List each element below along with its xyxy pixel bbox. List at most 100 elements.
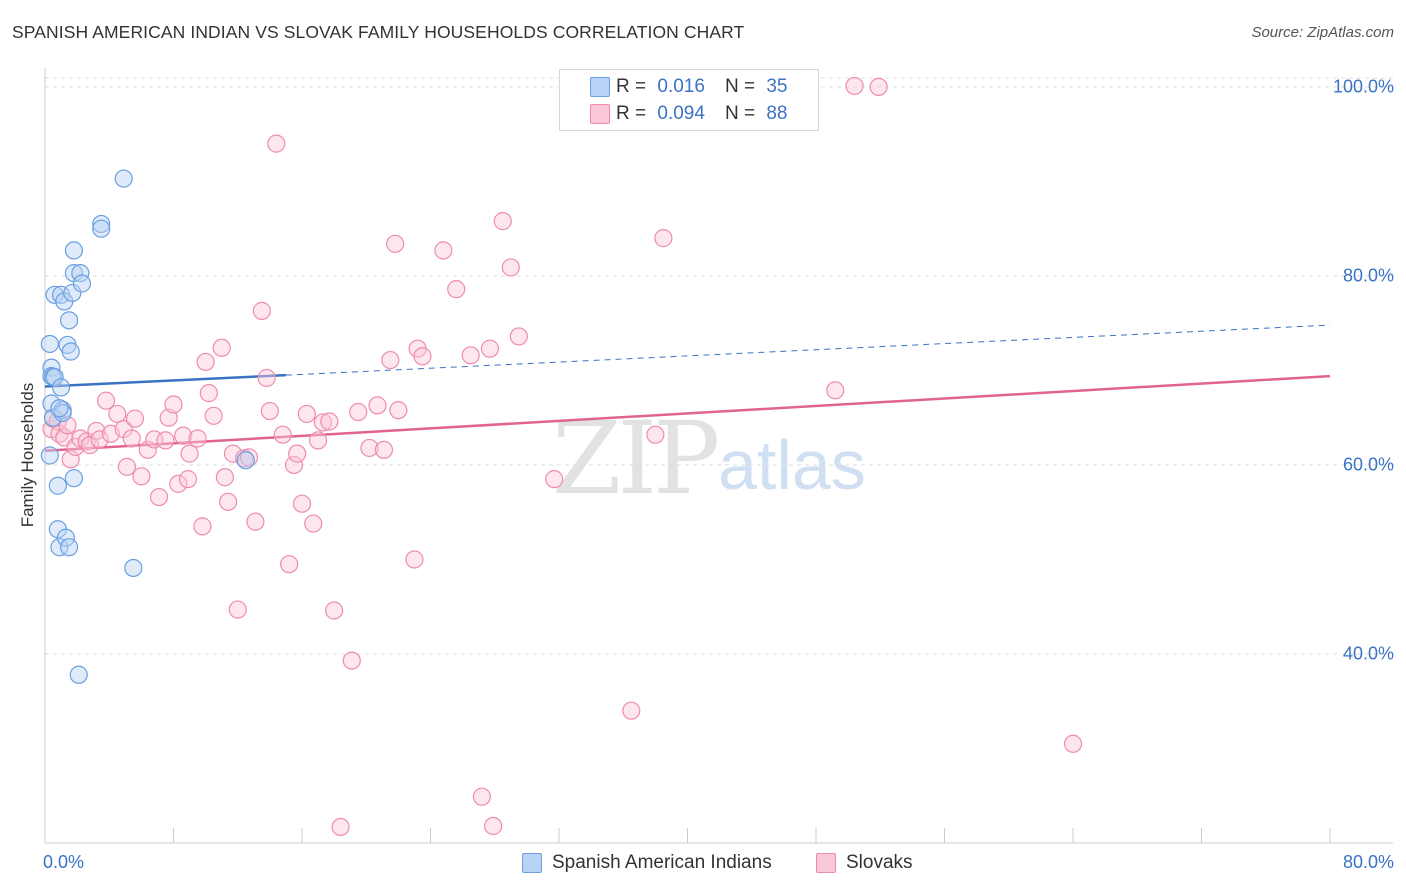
y-axis-label: Family Households bbox=[18, 382, 37, 528]
point-slovak bbox=[313, 413, 332, 432]
point-slovak bbox=[349, 402, 368, 422]
point-slovak bbox=[447, 280, 466, 299]
axes bbox=[44, 68, 1393, 844]
n-value: 88 bbox=[766, 103, 788, 124]
point-slovak bbox=[386, 234, 405, 253]
point-slovak bbox=[374, 440, 394, 459]
point-slovak bbox=[199, 384, 218, 403]
point-slovak bbox=[480, 339, 500, 358]
point-spanish bbox=[45, 285, 64, 304]
x-tick-max: 80.0% bbox=[1342, 852, 1394, 872]
point-slovak bbox=[132, 467, 151, 486]
point-spanish bbox=[45, 367, 64, 387]
point-spanish bbox=[114, 169, 133, 188]
r-label: R = bbox=[616, 103, 647, 124]
n-label: N = bbox=[724, 76, 756, 97]
n-value: 35 bbox=[766, 76, 788, 97]
point-slovak bbox=[501, 258, 520, 277]
point-slovak bbox=[108, 404, 127, 424]
point-spanish bbox=[59, 538, 79, 557]
y-tick-label: 100.0% bbox=[1332, 76, 1394, 97]
point-slovak bbox=[174, 426, 193, 445]
point-slovak bbox=[96, 391, 116, 410]
chart-title: SPANISH AMERICAN INDIAN VS SLOVAK FAMILY… bbox=[12, 22, 745, 42]
r-value: 0.094 bbox=[657, 103, 705, 124]
point-slovak bbox=[125, 409, 145, 428]
point-slovak bbox=[212, 338, 231, 357]
point-spanish bbox=[50, 399, 69, 418]
point-spanish bbox=[48, 476, 67, 495]
point-slovak bbox=[90, 430, 109, 449]
point-slovak bbox=[826, 381, 845, 400]
point-slovak bbox=[325, 601, 344, 620]
point-slovak bbox=[297, 404, 316, 424]
point-slovak bbox=[304, 514, 323, 533]
point-slovak bbox=[360, 438, 379, 458]
y-tick-label: 40.0% bbox=[1342, 643, 1394, 664]
point-slovak bbox=[845, 76, 864, 96]
point-slovak bbox=[509, 327, 528, 346]
point-slovak bbox=[331, 817, 350, 837]
point-slovak bbox=[156, 431, 175, 450]
legend-swatch-blue bbox=[590, 77, 610, 97]
point-slovak bbox=[122, 429, 141, 448]
point-slovak bbox=[66, 437, 85, 457]
point-slovak bbox=[434, 241, 453, 260]
legend-swatch-pink bbox=[816, 853, 836, 873]
legend-item-slovaks[interactable]: Slovaks bbox=[816, 852, 913, 874]
y-tick-label: 60.0% bbox=[1342, 454, 1394, 475]
point-slovak bbox=[138, 440, 157, 459]
legend-row-spanish: R = 0.016 N = 35 bbox=[590, 74, 788, 100]
legend-row-slovak: R = 0.094 N = 88 bbox=[590, 101, 788, 127]
point-spanish bbox=[40, 334, 59, 354]
point-slovak bbox=[239, 448, 259, 467]
point-slovak bbox=[320, 412, 339, 431]
y-tick-label: 80.0% bbox=[1342, 265, 1394, 286]
n-label: N = bbox=[724, 103, 756, 124]
x-tick-min: 0.0% bbox=[43, 852, 85, 872]
legend-item-spanish[interactable]: Spanish American Indians bbox=[522, 852, 772, 874]
point-spanish bbox=[69, 665, 88, 684]
grid-lines bbox=[45, 77, 1393, 655]
point-slovak bbox=[252, 301, 271, 320]
point-slovak bbox=[622, 701, 641, 720]
legend-swatch-blue bbox=[522, 853, 542, 873]
point-slovak bbox=[257, 368, 276, 388]
point-slovak bbox=[149, 487, 169, 507]
point-slovak bbox=[164, 395, 183, 414]
point-slovak bbox=[654, 229, 673, 248]
data-points bbox=[40, 76, 1083, 837]
point-slovak bbox=[389, 401, 408, 420]
point-slovak bbox=[260, 401, 279, 421]
point-slovak bbox=[484, 816, 503, 836]
point-slovak bbox=[196, 352, 215, 372]
point-spanish bbox=[64, 469, 84, 488]
point-slovak bbox=[273, 425, 292, 444]
point-slovak bbox=[545, 470, 564, 489]
point-spanish bbox=[64, 241, 84, 260]
point-spanish bbox=[50, 538, 69, 557]
legend-swatch-pink bbox=[590, 104, 610, 124]
point-slovak bbox=[646, 425, 665, 444]
point-spanish bbox=[92, 219, 111, 238]
point-spanish bbox=[124, 558, 143, 578]
point-spanish bbox=[51, 378, 71, 397]
r-value: 0.016 bbox=[657, 76, 705, 97]
point-slovak bbox=[246, 512, 265, 531]
point-spanish bbox=[40, 446, 59, 465]
series-legend: Spanish American Indians Slovaks bbox=[0, 852, 1406, 878]
point-spanish bbox=[72, 274, 92, 293]
point-spanish bbox=[59, 311, 79, 330]
point-spanish bbox=[92, 214, 111, 234]
point-slovak bbox=[308, 431, 328, 450]
point-slovak bbox=[169, 474, 188, 493]
trend-lines bbox=[44, 324, 1331, 453]
legend-label-spanish: Spanish American Indians bbox=[552, 852, 772, 873]
point-slovak bbox=[493, 212, 512, 231]
point-slovak bbox=[413, 347, 432, 366]
point-spanish bbox=[43, 408, 63, 427]
point-slovak bbox=[117, 457, 137, 476]
source-label: Source: ZipAtlas.com bbox=[1251, 24, 1394, 41]
point-slovak bbox=[267, 134, 286, 153]
